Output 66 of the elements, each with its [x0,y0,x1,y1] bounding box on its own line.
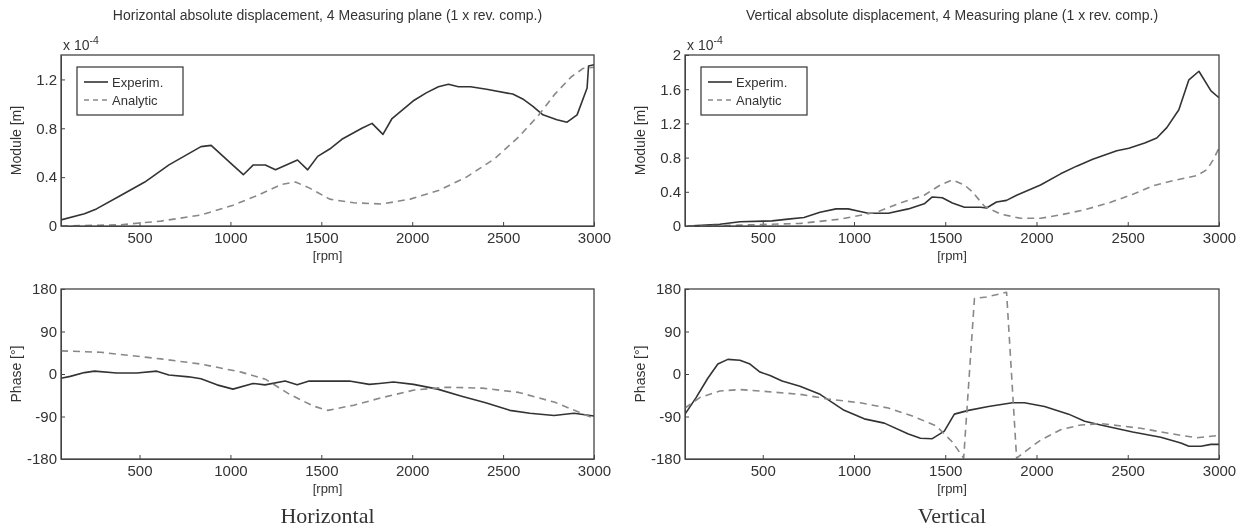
x-tick-label: 1000 [837,461,872,479]
x-axis-title: [rpm] [312,481,343,496]
x-tick-label: 1500 [305,228,339,246]
x-tick-label: 500 [127,461,153,479]
line-series [685,291,1219,459]
y-tick-label: 180 [655,280,681,298]
x-tick-label: 2500 [1111,461,1145,479]
y-tick-label: 90 [664,322,681,340]
legend-label: Experim. [112,75,164,90]
y-tick-label: 0 [48,217,57,235]
y-tick-label: 90 [40,322,57,340]
y-axis-title: Module [m] [632,105,648,176]
x-tick-label: 3000 [577,228,612,246]
y-tick-label: 180 [31,280,57,298]
x-tick-label: 1500 [929,461,963,479]
x-tick-label: 2000 [1020,228,1054,246]
chart-title: Vertical absolute displacement, 4 Measuring plane (1 x rev. comp.) [745,7,1159,23]
y-tick-label: -90 [35,407,57,425]
x-tick-label: 1000 [214,228,248,246]
x-tick-label: 1000 [214,461,248,479]
y-tick-label: 0 [48,365,57,383]
x-tick-label: 2500 [486,461,521,479]
x-tick-label: 3000 [1202,461,1237,479]
x-tick-label: 500 [127,228,153,246]
y-axis-title: Module [m] [8,105,24,176]
x-axis-title: [rpm] [937,481,967,496]
x-tick-label: 500 [750,228,776,246]
x-tick-label: 2500 [486,228,521,246]
legend-label: Experim. [736,75,788,90]
y-tick-label: 1.2 [36,70,57,88]
x-tick-label: 2000 [396,228,430,246]
line-series [61,370,594,417]
y-tick-label: 2 [672,46,681,64]
x-tick-label: 500 [750,461,776,479]
y-tick-label: -180 [650,450,681,468]
y-tick-label: 0.8 [660,148,681,166]
text: Horizontal [280,503,375,528]
text: Vertical [917,503,987,528]
x-tick-label: 3000 [577,461,612,479]
y-tick-label: -90 [659,407,681,425]
x-tick-label: 2000 [396,461,430,479]
y-tick-label: 0 [672,365,681,383]
y-tick-label: 0.4 [36,168,57,186]
y-axis-title: Phase [°] [632,345,648,403]
x-tick-label: 2500 [1111,228,1145,246]
x-tick-label: 1500 [305,461,339,479]
y-tick-label: 0 [672,217,681,235]
text: x 10$^{-4}$ [63,34,99,53]
y-tick-label: 1.6 [660,80,681,98]
y-tick-label: -180 [26,450,57,468]
y-tick-label: 1.2 [660,114,681,132]
y-tick-label: 0.4 [660,183,681,201]
y-axis-title: Phase [°] [8,345,24,403]
x-tick-label: 3000 [1202,228,1237,246]
line-series [61,350,594,420]
x-tick-label: 1500 [929,228,963,246]
text: x 10$^{-4}$ [687,34,723,53]
legend-label: Analytic [112,93,159,108]
x-tick-label: 2000 [1020,461,1054,479]
chart-title: Horizontal absolute displacement, 4 Measuring plane (1 x rev. comp.) [112,7,543,23]
line-series [685,358,1219,448]
legend-label: Analytic [736,93,783,108]
y-tick-label: 0.8 [36,119,57,137]
x-axis-title: [rpm] [937,248,967,263]
x-tick-label: 1000 [837,228,872,246]
x-axis-title: [rpm] [312,248,343,263]
